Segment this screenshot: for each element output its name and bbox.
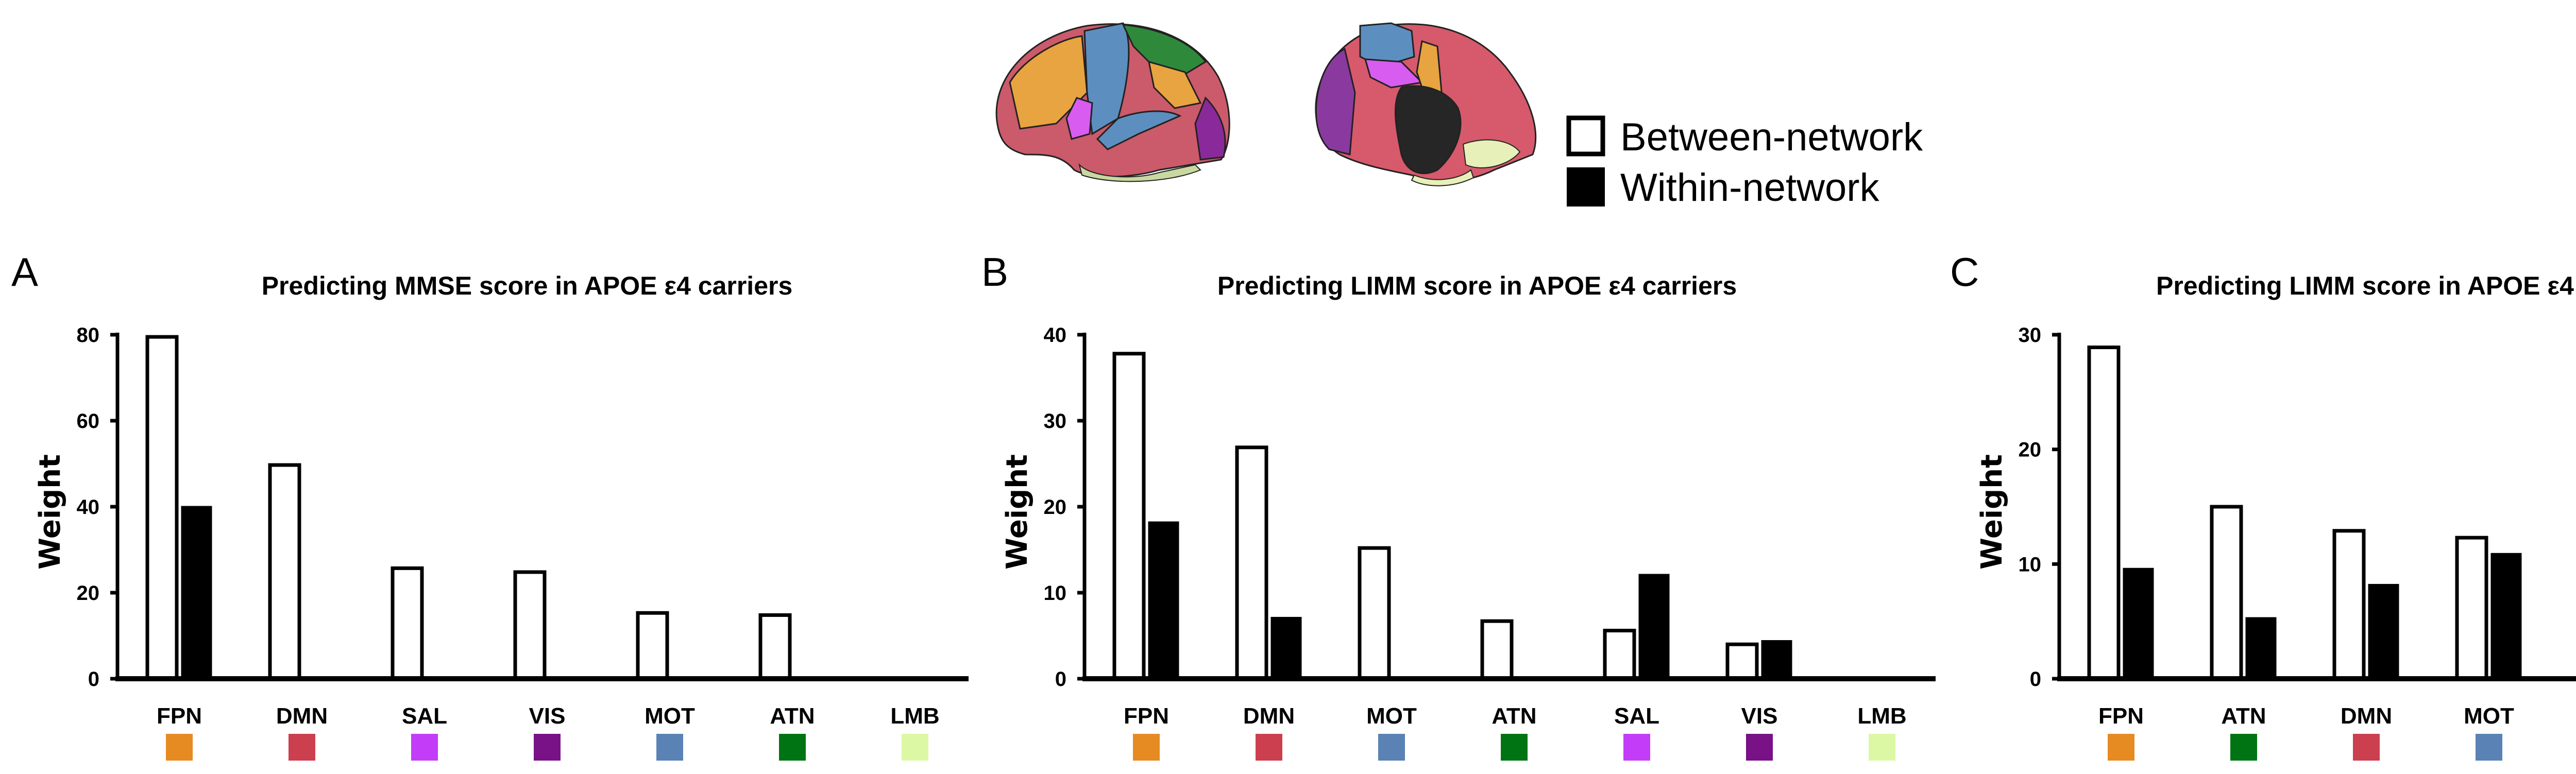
legend-swatch-outline bbox=[1566, 115, 1605, 157]
bar-within-mot bbox=[2490, 553, 2522, 680]
bar-between-dmn bbox=[1235, 445, 1268, 681]
bar-within-dmn bbox=[2368, 583, 2399, 680]
x-tick-label: LMB bbox=[1857, 703, 1906, 729]
bar-between-sal bbox=[1603, 628, 1636, 681]
bar-within-atn bbox=[2245, 617, 2277, 680]
bar-between-dmn bbox=[2332, 529, 2366, 681]
y-tick-label: 40 bbox=[1044, 324, 1067, 347]
y-axis-label: Weight bbox=[1975, 454, 2009, 570]
y-tick-label: 30 bbox=[2019, 324, 2042, 347]
x-tick-label: LMB bbox=[890, 703, 939, 729]
network-swatch-atn bbox=[1501, 734, 1528, 761]
y-tick-label: 10 bbox=[2019, 553, 2042, 576]
legend-item-within: Within-network bbox=[1567, 166, 1880, 210]
panel-letter: B bbox=[981, 249, 1008, 295]
bar-within-vis bbox=[1761, 640, 1792, 680]
x-tick-label: MOT bbox=[1366, 703, 1417, 729]
x-tick-label: DMN bbox=[2341, 703, 2392, 729]
x-tick-label: DMN bbox=[1243, 703, 1295, 729]
lateral-brain-surface bbox=[995, 22, 1230, 182]
x-tick-label: SAL bbox=[1614, 703, 1659, 729]
y-tick-label: 20 bbox=[2019, 439, 2042, 461]
network-swatch-dmn bbox=[1256, 734, 1282, 761]
bar-between-sal bbox=[391, 566, 424, 681]
bar-between-mot bbox=[636, 611, 669, 681]
bar-within-fpn bbox=[181, 506, 212, 680]
y-tick-label: 20 bbox=[77, 582, 100, 605]
network-swatch-sal bbox=[1623, 734, 1650, 761]
bar-between-fpn bbox=[1112, 352, 1146, 681]
bar-between-atn bbox=[2210, 505, 2243, 681]
panel-b: B Predicting LIMM score in APOE ε4 carrie… bbox=[981, 249, 1936, 761]
bar-between-vis bbox=[513, 570, 547, 681]
x-tick-label: VIS bbox=[529, 703, 566, 729]
y-tick-label: 40 bbox=[77, 496, 100, 519]
bar-within-dmn bbox=[1270, 616, 1302, 680]
y-tick-label: 80 bbox=[77, 324, 100, 347]
y-tick-label: 0 bbox=[2030, 668, 2041, 691]
network-swatch-lmb bbox=[1869, 734, 1895, 761]
x-tick-label: VIS bbox=[1741, 703, 1778, 729]
x-tick-label: MOT bbox=[645, 703, 695, 729]
network-swatch-fpn bbox=[166, 734, 193, 761]
x-tick-label: ATN bbox=[2221, 703, 2266, 729]
legend-item-between: Between-network bbox=[1566, 115, 1923, 159]
bar-between-vis bbox=[1725, 642, 1759, 681]
network-swatch-vis bbox=[534, 734, 561, 761]
network-swatch-atn bbox=[2230, 734, 2257, 761]
y-axis-label: Weight bbox=[33, 454, 67, 570]
bar-within-fpn bbox=[1148, 521, 1179, 680]
bar-between-atn bbox=[758, 613, 792, 681]
y-tick-label: 20 bbox=[1044, 496, 1067, 519]
bar-between-mot bbox=[2455, 536, 2488, 681]
bar-between-fpn bbox=[145, 335, 179, 681]
network-swatch-mot bbox=[1378, 734, 1405, 761]
legend-label-between: Between-network bbox=[1620, 115, 1923, 159]
legend-swatch-filled bbox=[1567, 167, 1605, 207]
bar-between-mot bbox=[1358, 546, 1391, 681]
x-tick-label: FPN bbox=[1124, 703, 1169, 729]
network-swatch-mot bbox=[2476, 734, 2502, 761]
medial-brain-surface bbox=[1315, 22, 1537, 186]
panel-a: A Predicting MMSE score in APOE ε4 carrie… bbox=[11, 249, 969, 761]
network-swatch-fpn bbox=[1133, 734, 1160, 761]
x-tick-label: FPN bbox=[2098, 703, 2144, 729]
legend: Between-network Within-network bbox=[1566, 115, 1923, 210]
panel-title: Predicting LIMM score in APOE ε4 carrier… bbox=[1217, 271, 1737, 300]
y-tick-label: 0 bbox=[88, 668, 99, 691]
panel-title: Predicting MMSE score in APOE ε4 carrier… bbox=[262, 271, 793, 300]
network-swatch-sal bbox=[411, 734, 438, 761]
y-tick-label: 30 bbox=[1044, 410, 1067, 433]
network-swatch-lmb bbox=[902, 734, 928, 761]
x-tick-label: MOT bbox=[2464, 703, 2514, 729]
y-tick-label: 0 bbox=[1055, 668, 1066, 691]
x-tick-label: FPN bbox=[157, 703, 202, 729]
bar-between-fpn bbox=[2087, 345, 2121, 681]
bar-between-dmn bbox=[268, 463, 301, 681]
network-swatch-vis bbox=[1746, 734, 1773, 761]
legend-label-within: Within-network bbox=[1620, 166, 1880, 210]
bar-between-atn bbox=[1480, 619, 1514, 681]
network-swatch-atn bbox=[779, 734, 806, 761]
network-swatch-dmn bbox=[2353, 734, 2380, 761]
x-tick-label: SAL bbox=[402, 703, 447, 729]
y-tick-label: 10 bbox=[1044, 582, 1067, 605]
x-tick-label: ATN bbox=[1492, 703, 1536, 729]
x-tick-label: ATN bbox=[770, 703, 815, 729]
panel-title: Predicting LIMM score in APOE ε4 noncarr… bbox=[2156, 271, 2576, 300]
panel-letter: C bbox=[1950, 249, 1979, 295]
y-tick-label: 60 bbox=[77, 410, 100, 433]
x-tick-label: DMN bbox=[276, 703, 328, 729]
panel-c: C Predicting LIMM score in APOE ε4 noncar… bbox=[1950, 249, 2576, 761]
network-swatch-dmn bbox=[289, 734, 315, 761]
bar-within-fpn bbox=[2123, 567, 2154, 680]
panel-letter: A bbox=[11, 249, 38, 295]
bar-within-sal bbox=[1638, 574, 1670, 680]
network-swatch-fpn bbox=[2108, 734, 2134, 761]
network-swatch-mot bbox=[656, 734, 683, 761]
y-axis-label: Weight bbox=[1001, 454, 1034, 570]
